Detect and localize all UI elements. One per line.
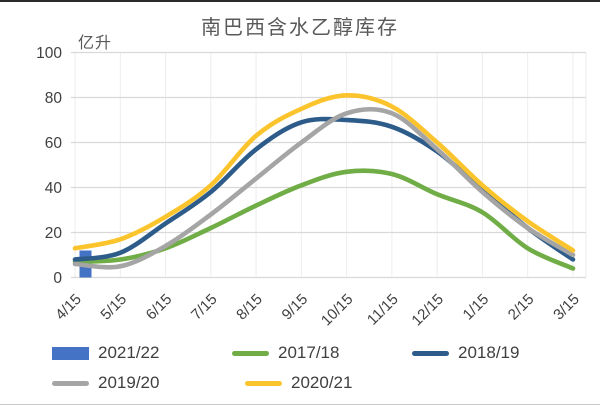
legend-item-2018-19: 2018/19 xyxy=(412,343,592,363)
legend-line-swatch-icon xyxy=(245,380,282,386)
svg-text:7/15: 7/15 xyxy=(188,291,221,324)
svg-text:11/15: 11/15 xyxy=(364,291,402,329)
svg-text:100: 100 xyxy=(36,45,62,62)
svg-text:0: 0 xyxy=(53,270,62,287)
legend-line-swatch-icon xyxy=(232,350,269,356)
plot-area: 0 20 40 60 80 100 4/15 5/15 6/15 7/15 8/15 9/15 10/1… xyxy=(36,45,587,330)
svg-text:8/15: 8/15 xyxy=(233,291,266,324)
svg-text:10/15: 10/15 xyxy=(318,291,357,330)
legend-label: 2019/20 xyxy=(98,373,160,392)
legend-row: 2021/22 2017/18 2018/19 xyxy=(52,343,592,363)
legend-item-2020-21: 2020/21 xyxy=(245,373,438,393)
legend-line-swatch-icon xyxy=(412,350,449,356)
svg-text:40: 40 xyxy=(45,180,63,197)
chart-title: 南巴西含水乙醇库存 xyxy=(201,17,399,39)
legend-label: 2018/19 xyxy=(458,343,520,362)
legend-item-2021-22: 2021/22 xyxy=(52,343,232,363)
svg-text:80: 80 xyxy=(45,90,63,107)
svg-text:2/15: 2/15 xyxy=(505,291,538,324)
svg-text:6/15: 6/15 xyxy=(143,291,176,324)
svg-text:5/15: 5/15 xyxy=(97,291,130,324)
svg-text:12/15: 12/15 xyxy=(408,291,447,330)
legend-line-swatch-icon xyxy=(52,380,89,386)
y-axis-unit-label: 亿升 xyxy=(78,35,113,52)
svg-text:9/15: 9/15 xyxy=(279,291,312,324)
chart-legend: 2021/22 2017/18 2018/19 2019/20 2020/21 xyxy=(52,343,592,403)
legend-label: 2021/22 xyxy=(98,343,160,362)
svg-text:1/15: 1/15 xyxy=(460,291,493,324)
svg-text:60: 60 xyxy=(45,135,63,152)
svg-text:20: 20 xyxy=(45,225,63,242)
legend-item-2017-18: 2017/18 xyxy=(232,343,412,363)
legend-label: 2020/21 xyxy=(291,373,353,392)
legend-label: 2017/18 xyxy=(278,343,340,362)
svg-text:3/15: 3/15 xyxy=(550,291,583,324)
svg-text:4/15: 4/15 xyxy=(52,291,85,324)
legend-item-2019-20: 2019/20 xyxy=(52,373,245,393)
legend-row: 2019/20 2020/21 xyxy=(52,373,592,393)
legend-bar-swatch-icon xyxy=(52,346,89,360)
